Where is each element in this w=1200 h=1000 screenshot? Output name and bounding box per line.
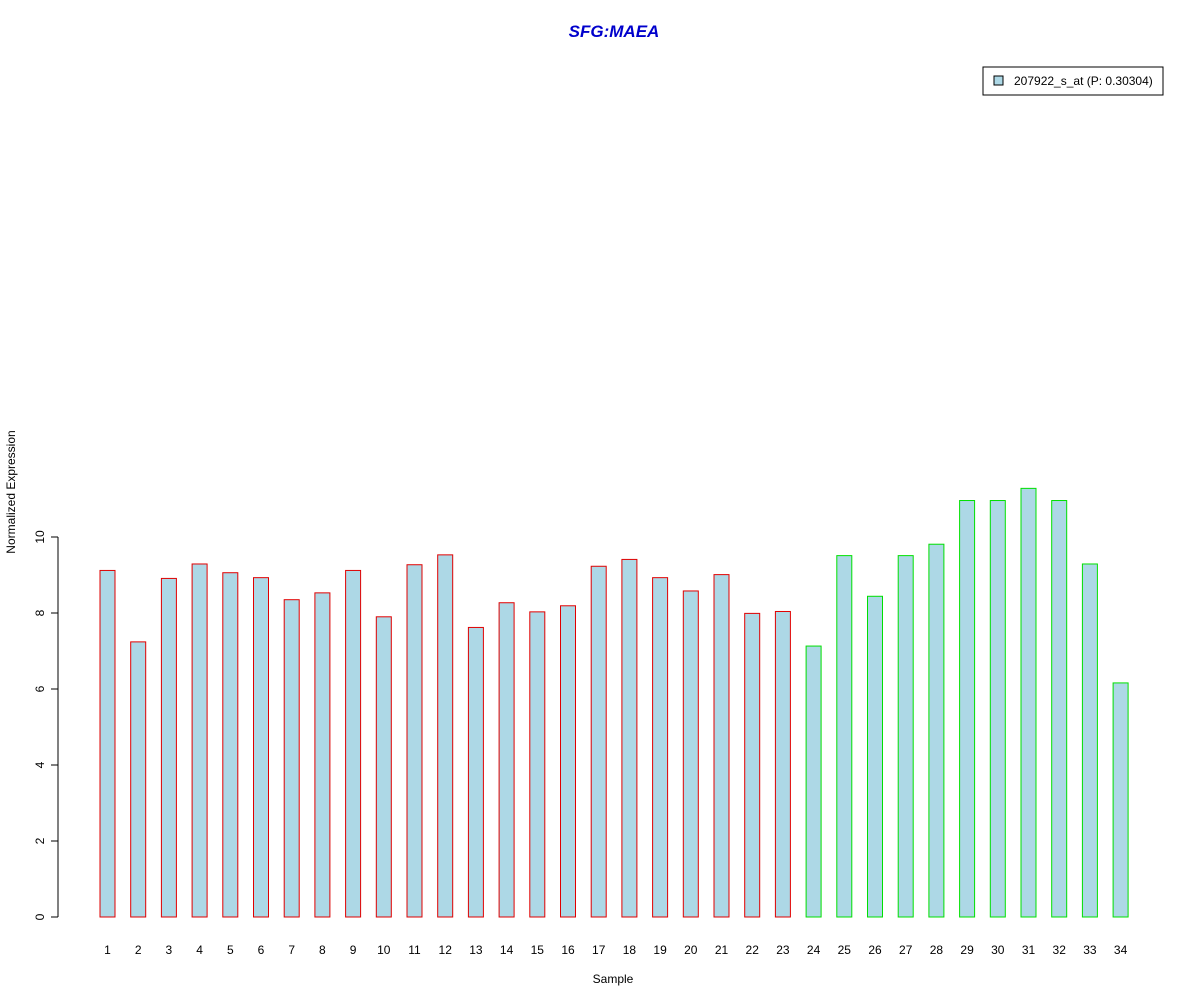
- bar: [529, 611, 546, 918]
- bar: [805, 645, 822, 918]
- x-tick-labels: 1 2 3 4 5 6 7 8 9 10 11 12 13 14 15 16 17 18 19 20 21 22 23 24 2…: [104, 943, 1127, 957]
- chart-title: SFG:MAEA: [569, 22, 660, 41]
- x-tick-label: 29: [960, 943, 974, 957]
- x-tick-label: 3: [166, 943, 173, 957]
- bar: [928, 543, 945, 918]
- y-tick-label: 8: [33, 609, 47, 616]
- x-tick-label: 2: [135, 943, 142, 957]
- x-tick-label: 9: [350, 943, 357, 957]
- bar: [437, 554, 454, 918]
- x-tick-label: 23: [776, 943, 790, 957]
- y-tick-label: 0: [33, 913, 47, 920]
- x-tick-label: 1: [104, 943, 111, 957]
- bar: [160, 577, 177, 918]
- bar: [867, 595, 883, 918]
- x-tick-label: 34: [1114, 943, 1128, 957]
- x-tick-label: 15: [531, 943, 545, 957]
- bars: [99, 487, 1129, 918]
- legend-box: [982, 66, 1164, 96]
- x-tick-label: 31: [1022, 943, 1036, 957]
- x-tick-label: 7: [288, 943, 295, 957]
- bar: [222, 572, 239, 918]
- bar: [314, 592, 331, 918]
- bar: [283, 599, 300, 918]
- x-tick-label: 21: [715, 943, 729, 957]
- bar: [345, 569, 362, 918]
- bar: [652, 577, 669, 918]
- y-tick-label: 2: [33, 837, 47, 844]
- x-tick-label: 26: [868, 943, 882, 957]
- bar: [191, 563, 208, 918]
- bar: [1081, 563, 1098, 918]
- y-axis: 0 2 4 6 8 10: [33, 530, 59, 920]
- x-axis-label: Sample: [593, 972, 634, 986]
- y-tick-label: 4: [33, 761, 47, 768]
- legend-swatch: [993, 75, 1004, 86]
- x-tick-label: 25: [838, 943, 852, 957]
- x-tick-label: 17: [592, 943, 606, 957]
- x-tick-label: 8: [319, 943, 326, 957]
- bar: [744, 612, 761, 918]
- x-tick-label: 19: [653, 943, 667, 957]
- x-tick-label: 13: [469, 943, 483, 957]
- x-tick-label: 5: [227, 943, 234, 957]
- x-tick-label: 14: [500, 943, 514, 957]
- bar: [713, 574, 730, 918]
- bar: [375, 616, 392, 918]
- bar: [498, 602, 515, 918]
- bar: [560, 605, 576, 918]
- bar: [774, 610, 791, 918]
- x-tick-label: 28: [930, 943, 944, 957]
- y-tick-label: 6: [33, 685, 47, 692]
- bar: [99, 569, 116, 918]
- bar: [836, 555, 853, 918]
- x-tick-label: 24: [807, 943, 821, 957]
- bar: [1020, 487, 1037, 918]
- bar: [253, 577, 269, 918]
- bar: [959, 500, 976, 918]
- x-tick-label: 33: [1083, 943, 1097, 957]
- bar: [130, 641, 147, 918]
- bar: [621, 558, 638, 918]
- x-tick-label: 4: [196, 943, 203, 957]
- x-tick-label: 16: [561, 943, 575, 957]
- x-tick-label: 30: [991, 943, 1005, 957]
- bar: [897, 555, 914, 918]
- bar: [989, 500, 1006, 918]
- x-tick-label: 32: [1053, 943, 1067, 957]
- x-tick-label: 12: [439, 943, 453, 957]
- x-tick-label: 27: [899, 943, 913, 957]
- bar: [1112, 682, 1129, 918]
- legend-label: 207922_s_at (P: 0.30304): [1014, 74, 1153, 88]
- bar: [590, 565, 607, 918]
- y-axis-label: Normalized Expression: [4, 430, 18, 553]
- legend: 207922_s_at (P: 0.30304): [982, 66, 1164, 96]
- x-tick-label: 10: [377, 943, 391, 957]
- x-tick-label: 22: [746, 943, 760, 957]
- x-tick-label: 11: [408, 943, 421, 957]
- x-tick-label: 18: [623, 943, 637, 957]
- bar: [467, 626, 484, 918]
- x-tick-label: 6: [258, 943, 265, 957]
- y-tick-label: 10: [33, 530, 47, 544]
- x-tick-label: 20: [684, 943, 698, 957]
- bar: [1051, 500, 1068, 918]
- bar: [682, 590, 699, 918]
- bar: [406, 564, 423, 918]
